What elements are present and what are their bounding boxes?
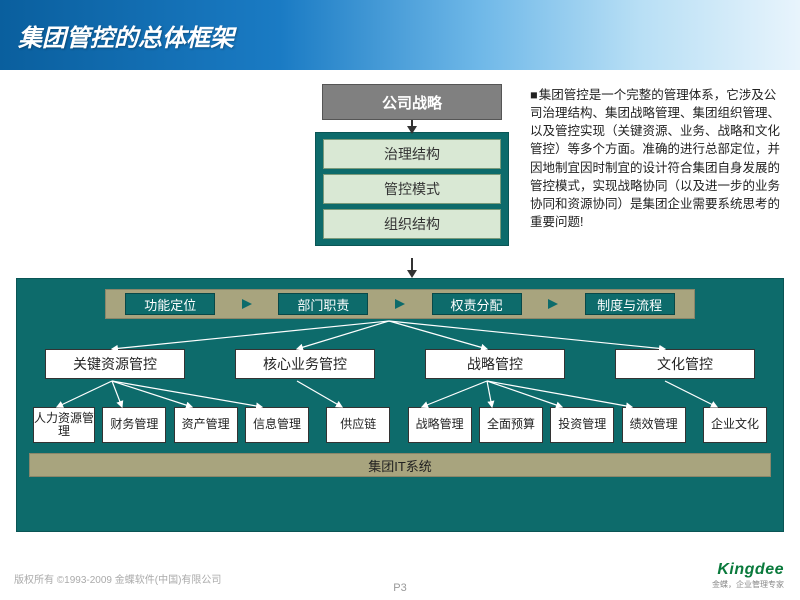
- row3-box: 战略管理: [408, 407, 472, 443]
- bullet-icon: ■: [530, 86, 539, 104]
- row1-item: 功能定位: [125, 293, 215, 315]
- stack-box: 治理结构: [323, 139, 501, 169]
- row1-bar: 功能定位 部门职责 权责分配 制度与流程: [105, 289, 695, 319]
- row2-box: 战略管控: [425, 349, 565, 379]
- row3-box: 信息管理: [245, 407, 309, 443]
- row2: 关键资源管控 核心业务管控 战略管控 文化管控: [29, 349, 771, 379]
- main-content: 公司战略 治理结构 管控模式 组织结构 ■集团管控是一个完整的管理体系，它涉及公…: [0, 70, 800, 560]
- arrow-stem: [411, 258, 413, 270]
- row3-box: 资产管理: [174, 407, 238, 443]
- top-stack: 公司战略 治理结构 管控模式 组织结构: [322, 84, 502, 246]
- arrow-right-icon: [548, 299, 558, 309]
- row3-box: 企业文化: [703, 407, 767, 443]
- strategy-box: 公司战略: [322, 84, 502, 120]
- row1-item: 制度与流程: [585, 293, 675, 315]
- header-banner: 集团管控的总体框架: [0, 0, 800, 70]
- row2-box: 文化管控: [615, 349, 755, 379]
- row3-box: 绩效管理: [622, 407, 686, 443]
- row2-box: 关键资源管控: [45, 349, 185, 379]
- copyright-text: 版权所有 ©1993-2009 金蝶软件(中国)有限公司: [14, 571, 221, 586]
- logo: Kingdee 金蝶，企业管理专家: [712, 561, 784, 590]
- arrow-right-icon: [242, 299, 252, 309]
- it-system-bar: 集团IT系统: [29, 453, 771, 477]
- logo-text: Kingdee: [712, 561, 784, 579]
- row1-item: 部门职责: [278, 293, 368, 315]
- stack-container: 治理结构 管控模式 组织结构: [315, 132, 509, 246]
- row1-item: 权责分配: [432, 293, 522, 315]
- stack-box: 组织结构: [323, 209, 501, 239]
- page-number: P3: [393, 582, 406, 594]
- stack-box: 管控模式: [323, 174, 501, 204]
- row2-box: 核心业务管控: [235, 349, 375, 379]
- row3-box: 投资管理: [550, 407, 614, 443]
- row3-box: 财务管理: [102, 407, 166, 443]
- row3: 人力资源管理 财务管理 资产管理 信息管理 供应链 战略管理 全面预算 投资管理…: [29, 407, 771, 443]
- arrow-down-icon: [407, 270, 417, 278]
- side-paragraph: ■集团管控是一个完整的管理体系，它涉及公司治理结构、集团战略管理、集团组织管理、…: [530, 86, 785, 231]
- arrow-down-icon: [407, 126, 417, 134]
- side-paragraph-text: 集团管控是一个完整的管理体系，它涉及公司治理结构、集团战略管理、集团组织管理、以…: [530, 88, 780, 229]
- footer: 版权所有 ©1993-2009 金蝶软件(中国)有限公司 P3 Kingdee …: [0, 562, 800, 600]
- row3-box: 全面预算: [479, 407, 543, 443]
- logo-subtitle: 金蝶，企业管理专家: [712, 579, 784, 590]
- row3-box: 供应链: [326, 407, 390, 443]
- framework-panel: 功能定位 部门职责 权责分配 制度与流程 关键资源管控 核心业务管控 战略管控 …: [16, 278, 784, 532]
- page-title: 集团管控的总体框架: [18, 18, 234, 53]
- arrow-right-icon: [395, 299, 405, 309]
- row3-box: 人力资源管理: [33, 407, 95, 443]
